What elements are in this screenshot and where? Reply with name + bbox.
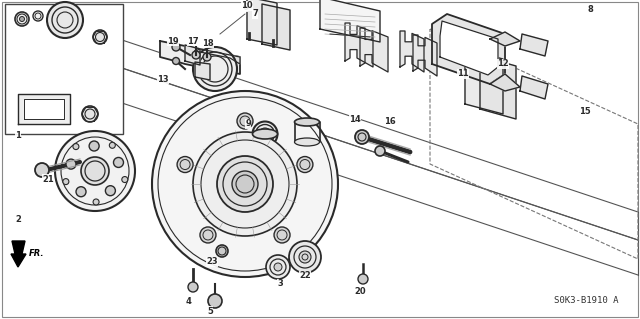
Polygon shape — [195, 49, 240, 64]
Circle shape — [297, 157, 313, 173]
Circle shape — [200, 227, 216, 243]
Text: 17: 17 — [187, 36, 199, 46]
Polygon shape — [24, 99, 64, 119]
Polygon shape — [262, 4, 290, 50]
Polygon shape — [490, 32, 520, 46]
Polygon shape — [11, 241, 26, 267]
Polygon shape — [195, 62, 210, 80]
Polygon shape — [400, 31, 424, 72]
Circle shape — [216, 245, 228, 257]
Circle shape — [172, 43, 180, 51]
Circle shape — [82, 106, 98, 122]
Polygon shape — [520, 34, 548, 56]
Circle shape — [208, 294, 222, 308]
Polygon shape — [360, 28, 388, 72]
Text: 8: 8 — [587, 4, 593, 13]
Circle shape — [35, 163, 49, 177]
Circle shape — [15, 12, 29, 26]
Circle shape — [122, 176, 128, 182]
Circle shape — [203, 53, 211, 61]
Polygon shape — [465, 49, 503, 114]
Polygon shape — [345, 23, 373, 67]
Circle shape — [173, 57, 179, 64]
Text: FR.: FR. — [29, 249, 45, 257]
Text: 13: 13 — [157, 75, 169, 84]
Text: 4: 4 — [185, 296, 191, 306]
Circle shape — [193, 132, 297, 236]
Circle shape — [66, 159, 76, 169]
Polygon shape — [490, 74, 520, 91]
Circle shape — [73, 144, 79, 150]
Text: 22: 22 — [299, 271, 311, 280]
Polygon shape — [18, 94, 70, 124]
Text: 11: 11 — [457, 70, 469, 78]
Circle shape — [93, 199, 99, 205]
Circle shape — [177, 157, 193, 173]
Circle shape — [76, 187, 86, 197]
Ellipse shape — [294, 118, 319, 126]
Circle shape — [113, 158, 124, 167]
Text: 7: 7 — [252, 10, 258, 19]
Ellipse shape — [253, 122, 278, 146]
Polygon shape — [160, 41, 240, 74]
Text: 15: 15 — [579, 107, 591, 115]
Circle shape — [266, 255, 290, 279]
Text: 6: 6 — [242, 3, 248, 11]
Polygon shape — [320, 0, 380, 42]
Polygon shape — [520, 76, 548, 99]
Circle shape — [193, 47, 237, 91]
Ellipse shape — [294, 138, 319, 146]
Circle shape — [33, 11, 43, 21]
Polygon shape — [295, 122, 320, 142]
Circle shape — [289, 241, 321, 273]
Circle shape — [217, 156, 273, 212]
Text: 21: 21 — [42, 174, 54, 183]
Circle shape — [81, 157, 109, 185]
Circle shape — [232, 171, 258, 197]
Circle shape — [358, 274, 368, 284]
Text: 3: 3 — [277, 279, 283, 288]
Text: 20: 20 — [354, 286, 366, 295]
Text: 9: 9 — [245, 120, 251, 129]
Circle shape — [63, 179, 69, 185]
Circle shape — [192, 51, 200, 59]
Polygon shape — [440, 21, 498, 75]
Polygon shape — [413, 35, 437, 76]
Text: 18: 18 — [202, 39, 214, 48]
Polygon shape — [185, 45, 200, 65]
Circle shape — [89, 141, 99, 151]
Text: 1: 1 — [15, 131, 21, 140]
Circle shape — [375, 146, 385, 156]
Circle shape — [299, 251, 311, 263]
Polygon shape — [432, 14, 505, 84]
Text: 23: 23 — [206, 257, 218, 266]
Circle shape — [274, 263, 282, 271]
Circle shape — [47, 2, 83, 38]
Circle shape — [152, 91, 338, 277]
Circle shape — [188, 282, 198, 292]
Circle shape — [109, 142, 115, 148]
Ellipse shape — [253, 129, 278, 139]
Circle shape — [237, 113, 253, 129]
Circle shape — [19, 17, 24, 21]
Circle shape — [93, 30, 107, 44]
Text: 14: 14 — [349, 115, 361, 123]
Text: S0K3-B1910 A: S0K3-B1910 A — [554, 296, 618, 305]
Bar — [5, 4, 123, 134]
Circle shape — [274, 227, 290, 243]
Text: 12: 12 — [497, 60, 509, 69]
Text: 5: 5 — [207, 307, 213, 315]
Polygon shape — [480, 56, 516, 119]
Circle shape — [355, 130, 369, 144]
Circle shape — [106, 186, 115, 196]
Polygon shape — [247, 0, 277, 45]
Text: 2: 2 — [15, 214, 21, 224]
Text: 19: 19 — [167, 36, 179, 46]
Text: 10: 10 — [241, 2, 253, 11]
Circle shape — [55, 131, 135, 211]
Text: 16: 16 — [384, 116, 396, 125]
